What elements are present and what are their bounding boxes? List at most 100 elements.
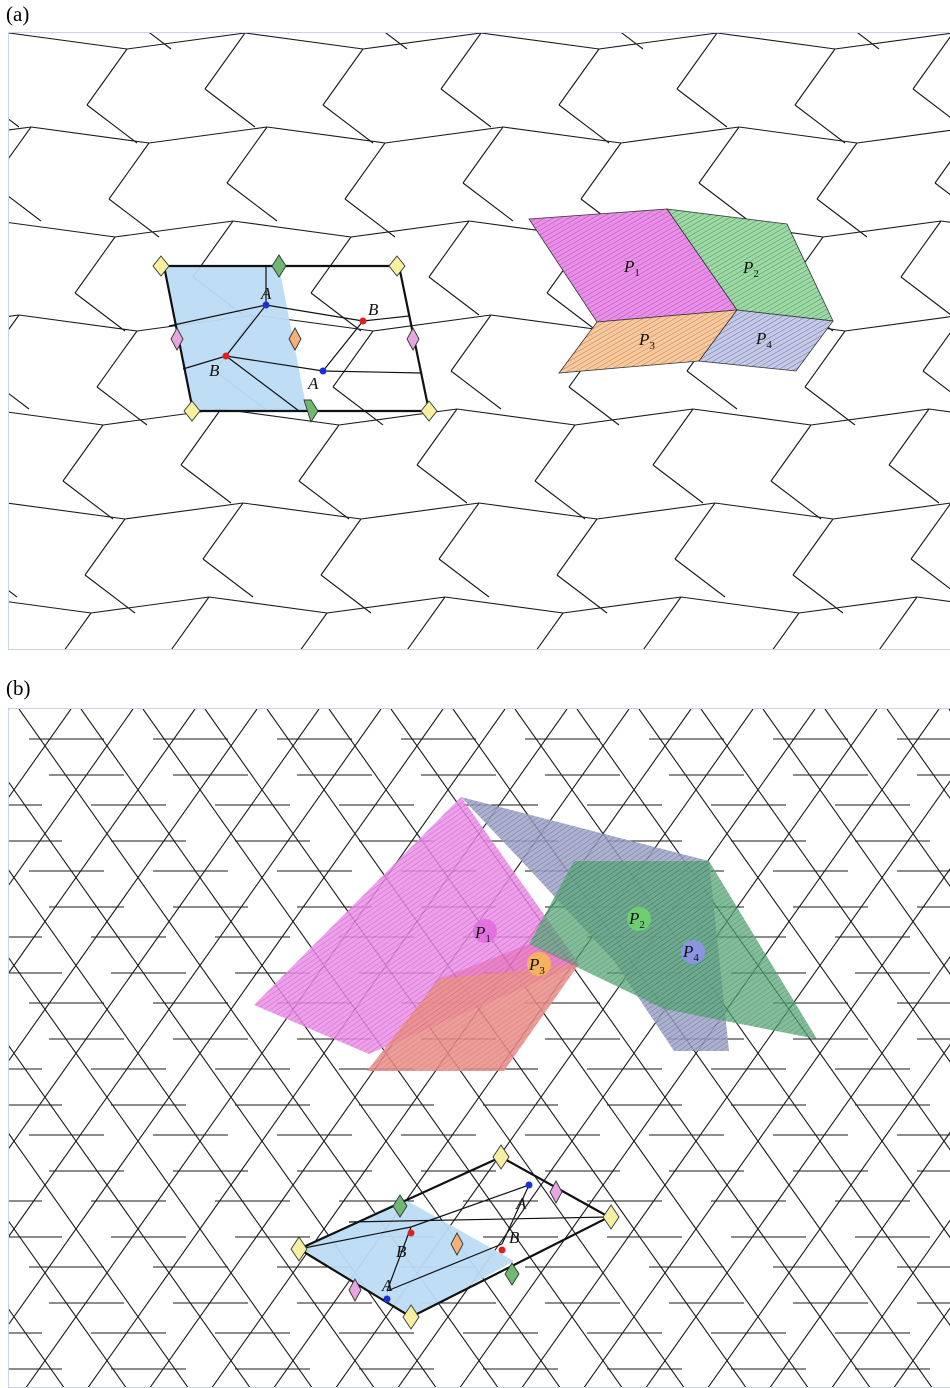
tiling-edge [558, 48, 600, 106]
tiling-edge [857, 33, 880, 50]
tiling-edge [824, 709, 950, 888]
tiling-edge [645, 955, 950, 1387]
piece-marker-p1 [473, 919, 497, 943]
tiling-edge [438, 558, 490, 598]
piece-label-p2: P2 [742, 258, 759, 280]
tiling-edge [888, 408, 930, 466]
tiling-edge [576, 709, 950, 1239]
tiling-edge [928, 408, 950, 413]
tiling-edge [922, 332, 950, 372]
tiling-edge [450, 370, 502, 410]
tiling-edge [562, 596, 682, 614]
tiling-edge [831, 1219, 950, 1387]
tiling-edge [148, 126, 268, 144]
tiling-edge [372, 314, 492, 332]
tiling-edge [86, 48, 128, 106]
tiling-edge [18, 314, 138, 332]
tiling-edge [62, 480, 114, 520]
tiling-edge [792, 518, 834, 576]
tiling-edge [770, 480, 822, 520]
vertex-label-a: A [260, 284, 272, 303]
cell-internal-lines [298, 1184, 610, 1292]
piece-marker-p3 [527, 952, 551, 976]
tiling-edge [580, 142, 622, 200]
tiling-edge [384, 126, 504, 144]
tiling-edge [108, 142, 150, 200]
unit-cell: A B B A [152, 254, 438, 424]
piece-marker-p4 [681, 940, 705, 964]
tiling-edge [621, 33, 644, 50]
diamond-orange-icon [288, 327, 302, 351]
tiling-edge [385, 33, 408, 50]
tiling-edge [707, 1043, 950, 1387]
tiling-edge [9, 709, 320, 1150]
tiling-edge [171, 596, 210, 649]
tiling-edge [772, 612, 800, 649]
point-b-icon [407, 1229, 415, 1237]
tiling-edge [440, 88, 492, 128]
tiling-edge [428, 276, 480, 316]
tiling-edge [266, 126, 386, 144]
tiling-edge [416, 464, 468, 504]
point-b-icon [359, 317, 367, 325]
tiling-edge [226, 126, 268, 184]
tiling-edge [320, 574, 372, 614]
tiling-edge [910, 558, 950, 590]
cell-internal-lines [168, 266, 422, 412]
tiling-edge [226, 182, 278, 222]
diamond-yellow-icon [183, 400, 201, 422]
tiling-edge [350, 220, 470, 238]
symmetry-diamonds [152, 254, 438, 424]
point-b-icon [498, 1246, 506, 1254]
tiling-edge [546, 292, 598, 332]
tiling-edge [940, 220, 950, 223]
tiling-edge [444, 596, 564, 614]
panel-b-label: (b) [6, 676, 31, 700]
asymmetric-unit-fill [164, 266, 307, 411]
tiling-edge [320, 518, 362, 576]
diamond-pink-icon [170, 327, 184, 351]
tiling-edge [686, 370, 738, 410]
piece-label-p1: P1 [623, 257, 640, 279]
tiling-edge [834, 33, 950, 50]
panel-a-frame: P1 P2 P3 P4 [8, 32, 950, 650]
diamond-green-icon [303, 399, 319, 424]
tiling-edge [798, 596, 918, 614]
tiling-edge [574, 408, 694, 426]
tiling-edge [142, 709, 623, 1387]
tiling-edge [934, 161, 950, 184]
tiling-edge [9, 314, 20, 330]
tiling-edge [90, 596, 210, 614]
tiling-edge [480, 33, 600, 50]
tiling-edge [180, 464, 232, 504]
tiling-edge [794, 104, 846, 144]
tiling-edge [822, 220, 942, 238]
tiling-edge [832, 502, 950, 520]
tiling-edge [326, 596, 446, 614]
hatched-pieces: P1 P2 P3 P4 [528, 208, 834, 374]
tiling-edge [204, 33, 246, 90]
tiling-edge [96, 386, 148, 426]
unit-cell: A B B A [290, 1144, 620, 1330]
tiling-edge [180, 408, 222, 466]
piece-p1-overlap [367, 944, 579, 1071]
tiling-edge [490, 314, 610, 332]
panel-b-tiling: P1 P2 P3 P4 [9, 709, 950, 1387]
diamond-yellow-icon [420, 400, 438, 422]
diamond-pink-icon [348, 1278, 362, 1302]
asymmetric-unit-fill [299, 1199, 514, 1317]
diamond-pink-icon [549, 1180, 563, 1204]
tiling-edge [124, 502, 244, 520]
piece-marker-p2 [627, 907, 651, 931]
tiling-edge [804, 330, 846, 388]
tiling-edge [30, 126, 150, 144]
tiling-edge [9, 1045, 251, 1387]
piece-p4 [698, 309, 834, 372]
tiling-edge [922, 370, 950, 393]
tiling-edge [652, 408, 694, 466]
tiling-edge [879, 596, 918, 649]
tiling-edge [96, 330, 138, 388]
tiling-edge [9, 1220, 127, 1387]
diamond-yellow-icon [492, 1144, 510, 1170]
piece-label-p2: P2 [628, 909, 645, 931]
